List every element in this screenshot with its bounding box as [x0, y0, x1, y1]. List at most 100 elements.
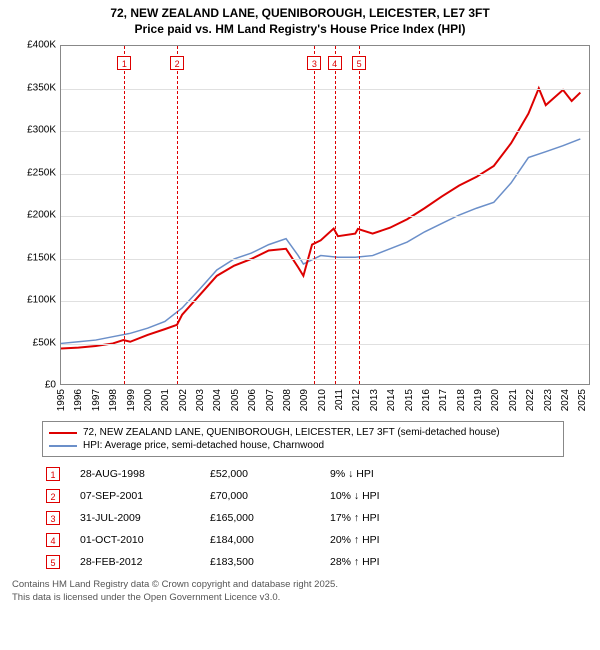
event-marker-box: 5	[352, 56, 366, 70]
x-axis-label: 2001	[160, 389, 171, 411]
event-marker-box: 3	[307, 56, 321, 70]
footer-line-1: Contains HM Land Registry data © Crown c…	[12, 579, 588, 591]
event-delta: 10% ↓ HPI	[330, 490, 440, 502]
event-price: £70,000	[210, 490, 330, 502]
x-axis-label: 2020	[490, 389, 501, 411]
event-row: 2 07-SEP-2001£70,00010% ↓ HPI	[42, 485, 564, 507]
x-axis-label: 2007	[265, 389, 276, 411]
x-axis-label: 1996	[73, 389, 84, 411]
legend-swatch	[49, 445, 77, 447]
y-axis-label: £150K	[27, 252, 56, 263]
x-axis-label: 2013	[369, 389, 380, 411]
gridline	[61, 131, 589, 132]
y-axis-label: £400K	[27, 40, 56, 51]
gridline	[61, 89, 589, 90]
x-axis-label: 2014	[386, 389, 397, 411]
event-row: 5 28-FEB-2012£183,50028% ↑ HPI	[42, 551, 564, 573]
event-number: 2	[46, 489, 60, 503]
y-axis-label: £200K	[27, 210, 56, 221]
title-line-1: 72, NEW ZEALAND LANE, QUENIBOROUGH, LEIC…	[6, 6, 594, 22]
gridline	[61, 344, 589, 345]
x-axis-label: 2019	[473, 389, 484, 411]
chart-lines	[61, 46, 589, 384]
x-axis-label: 2017	[438, 389, 449, 411]
event-price: £52,000	[210, 468, 330, 480]
x-axis-label: 2005	[230, 389, 241, 411]
y-axis-label: £50K	[33, 337, 56, 348]
y-axis-label: £250K	[27, 167, 56, 178]
events-table: 128-AUG-1998£52,0009% ↓ HPI207-SEP-2001£…	[42, 463, 564, 573]
x-axis-label: 2006	[247, 389, 258, 411]
event-date: 07-SEP-2001	[80, 490, 210, 502]
x-axis-label: 2021	[508, 389, 519, 411]
event-date: 31-JUL-2009	[80, 512, 210, 524]
event-marker-line	[359, 46, 360, 384]
event-delta: 9% ↓ HPI	[330, 468, 440, 480]
event-delta: 17% ↑ HPI	[330, 512, 440, 524]
x-axis-label: 2018	[456, 389, 467, 411]
event-price: £184,000	[210, 534, 330, 546]
event-row: 3 31-JUL-2009£165,00017% ↑ HPI	[42, 507, 564, 529]
x-axis-label: 2000	[143, 389, 154, 411]
event-price: £165,000	[210, 512, 330, 524]
event-date: 01-OCT-2010	[80, 534, 210, 546]
gridline	[61, 174, 589, 175]
gridline	[61, 216, 589, 217]
x-axis-label: 2002	[178, 389, 189, 411]
event-number: 3	[46, 511, 60, 525]
y-axis-label: £100K	[27, 295, 56, 306]
event-marker-box: 1	[117, 56, 131, 70]
event-marker-box: 2	[170, 56, 184, 70]
event-marker-line	[124, 46, 125, 384]
x-axis-label: 1998	[108, 389, 119, 411]
gridline	[61, 301, 589, 302]
event-number: 1	[46, 467, 60, 481]
x-axis-label: 2016	[421, 389, 432, 411]
legend: 72, NEW ZEALAND LANE, QUENIBOROUGH, LEIC…	[42, 421, 564, 457]
event-date: 28-AUG-1998	[80, 468, 210, 480]
gridline	[61, 259, 589, 260]
event-price: £183,500	[210, 556, 330, 568]
x-axis-label: 2011	[334, 389, 345, 411]
event-date: 28-FEB-2012	[80, 556, 210, 568]
chart-area: 1 2 345 £0 £50K £100K £150K £200K £250K £300K £35…	[30, 43, 592, 413]
legend-label: HPI: Average price, semi-detached house,…	[83, 440, 324, 451]
y-axis-label: £350K	[27, 82, 56, 93]
x-axis-label: 1995	[56, 389, 67, 411]
event-marker-box: 4	[328, 56, 342, 70]
footer-line-2: This data is licensed under the Open Gov…	[12, 592, 588, 604]
legend-item: 72, NEW ZEALAND LANE, QUENIBOROUGH, LEIC…	[49, 426, 557, 439]
x-axis-label: 2008	[282, 389, 293, 411]
title-line-2: Price paid vs. HM Land Registry's House …	[6, 22, 594, 38]
event-number: 5	[46, 555, 60, 569]
event-marker-line	[335, 46, 336, 384]
legend-item: HPI: Average price, semi-detached house,…	[49, 439, 557, 452]
event-row: 1 28-AUG-1998£52,0009% ↓ HPI	[42, 463, 564, 485]
event-delta: 28% ↑ HPI	[330, 556, 440, 568]
legend-label: 72, NEW ZEALAND LANE, QUENIBOROUGH, LEIC…	[83, 427, 500, 438]
y-axis-label: £300K	[27, 125, 56, 136]
legend-swatch	[49, 432, 77, 434]
x-axis-label: 2012	[351, 389, 362, 411]
footer-attribution: Contains HM Land Registry data © Crown c…	[12, 579, 588, 604]
chart-title: 72, NEW ZEALAND LANE, QUENIBOROUGH, LEIC…	[6, 6, 594, 37]
event-marker-line	[314, 46, 315, 384]
series-line	[61, 88, 580, 348]
event-row: 4 01-OCT-2010£184,00020% ↑ HPI	[42, 529, 564, 551]
x-axis-label: 2015	[404, 389, 415, 411]
x-axis-label: 2024	[560, 389, 571, 411]
event-marker-line	[177, 46, 178, 384]
event-number: 4	[46, 533, 60, 547]
x-axis-label: 2010	[317, 389, 328, 411]
x-axis-label: 2025	[577, 389, 588, 411]
y-axis-label: £0	[45, 380, 56, 391]
x-axis-label: 2009	[299, 389, 310, 411]
plot-region: 1 2 345	[60, 45, 590, 385]
x-axis-label: 2004	[212, 389, 223, 411]
x-axis-label: 2023	[543, 389, 554, 411]
event-delta: 20% ↑ HPI	[330, 534, 440, 546]
x-axis-label: 2022	[525, 389, 536, 411]
x-axis-label: 2003	[195, 389, 206, 411]
x-axis-label: 1999	[126, 389, 137, 411]
x-axis-label: 1997	[91, 389, 102, 411]
